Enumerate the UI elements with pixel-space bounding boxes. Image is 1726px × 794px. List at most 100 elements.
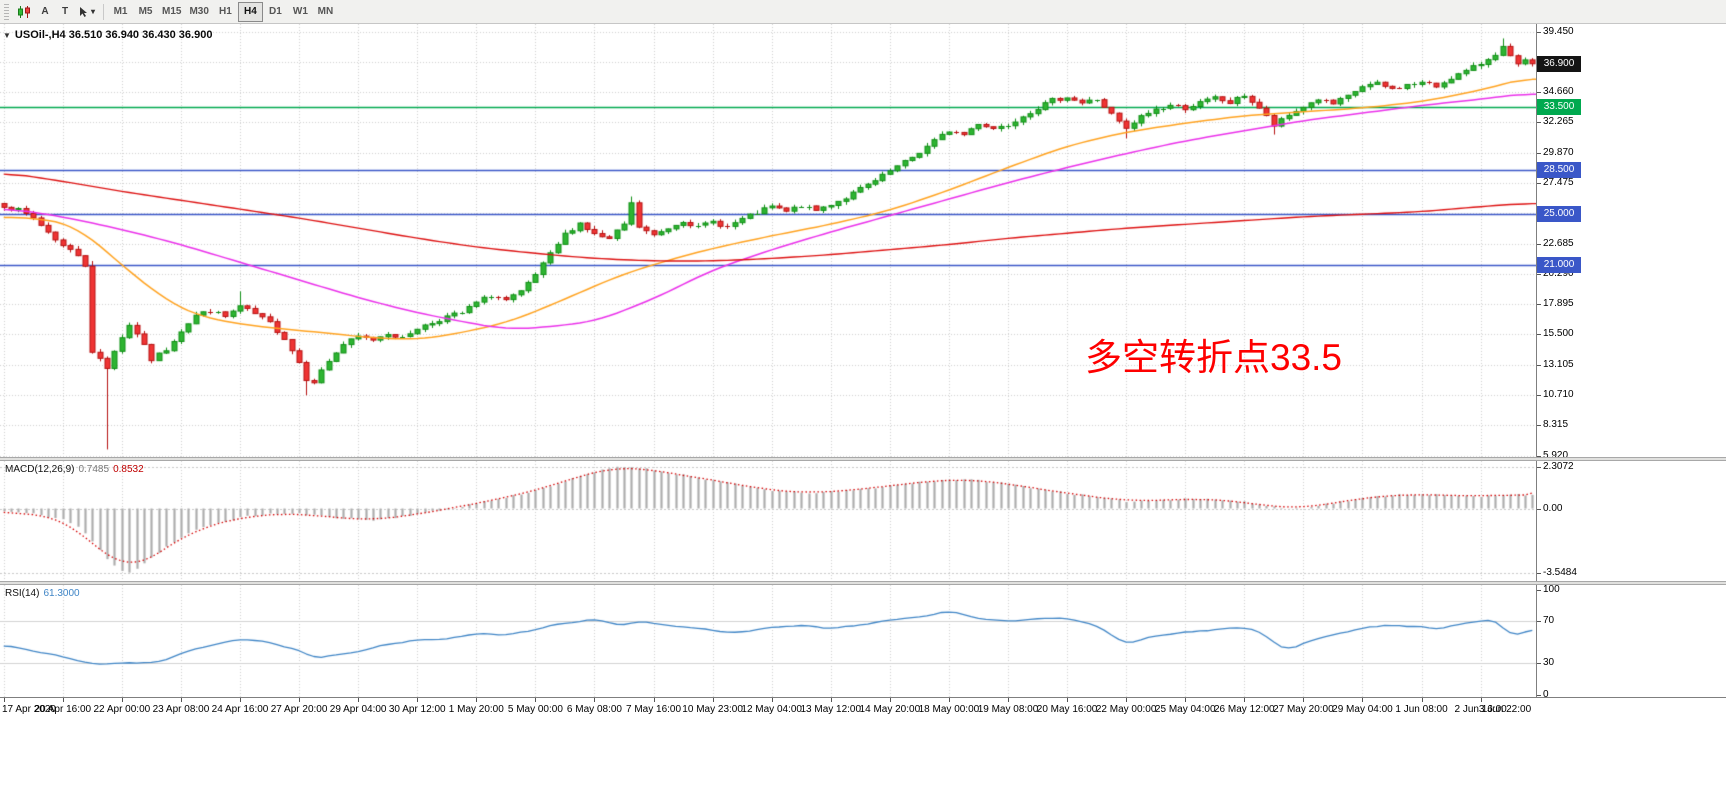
timeframe-group: M1 M5 M15 M30 H1 H4 D1 W1 MN [108,1,338,22]
time-axis-tick [240,698,241,702]
rsi-axis-tick [1537,621,1541,622]
time-axis-label: 29 Apr 04:00 [329,704,387,715]
panel-separator[interactable] [0,457,1726,461]
time-axis-label: 24 Apr 16:00 [211,704,269,715]
candlestick-chart-button[interactable] [13,2,35,22]
price-axis[interactable]: 39.45037.05534.66032.26529.87027.47525.0… [1536,24,1726,460]
price-axis-label: 29.870 [1543,146,1574,158]
time-axis-label: 27 May 20:00 [1273,704,1334,715]
annotation-text: 多空转折点33.5 [1085,337,1343,378]
time-axis-label: 7 May 16:00 [626,704,682,715]
time-axis-tick [417,698,418,702]
time-axis[interactable]: 17 Apr 2020 20 Apr 16:00 22 Apr 00:00 23 Ap… [0,697,1726,723]
time-axis-tick [949,698,950,702]
time-axis-tick [1185,698,1186,702]
macd-axis[interactable]: 2.3072 0.00 -3.5484 [1536,461,1726,581]
chevron-down-icon: ▾ [91,7,96,16]
price-axis-tick [1537,244,1541,245]
macd-label: MACD(12,26,9) 0.7485 0.8532 [5,464,148,475]
text-label-tool-button[interactable]: T [55,2,75,22]
time-axis-label: 20 Apr 16:00 [34,704,92,715]
candlestick-chart[interactable] [0,24,1536,457]
time-axis-tick [713,698,714,702]
time-axis-label: 10 May 23:00 [682,704,743,715]
time-axis-tick [654,698,655,702]
time-axis-label: 2 Jun 16:00 [1454,704,1507,715]
time-axis-label: 22 Apr 00:00 [93,704,151,715]
timeframe-button-m5[interactable]: M5 [133,2,158,22]
macd-main-value: 0.7485 [78,464,110,475]
macd-axis-label: -3.5484 [1543,567,1577,579]
price-axis-tick [1537,122,1541,123]
toolbar-grip[interactable] [4,3,9,20]
price-axis-label: 32.265 [1543,116,1574,128]
time-axis-label: 1 Jun 08:00 [1395,704,1448,715]
timeframe-button-h1[interactable]: H1 [213,2,238,22]
time-axis-label: 22 May 00:00 [1095,704,1157,715]
timeframe-button-mn[interactable]: MN [313,2,338,22]
rsi-name: RSI(14) [5,588,40,599]
macd-axis-tick [1537,509,1541,510]
cursor-icon [80,6,87,17]
time-axis-tick [1303,698,1304,702]
time-axis-tick [890,698,891,702]
price-level-badge-33.500: 33.500 [1537,98,1581,115]
rsi-axis[interactable]: 100 70 30 0 [1536,585,1726,700]
price-axis-tick [1537,395,1541,396]
time-axis-tick [1422,698,1423,702]
time-axis-tick [63,698,64,702]
time-axis-tick [1126,698,1127,702]
price-axis-label: 22.685 [1543,237,1574,249]
price-axis-label: 5.920 [1543,449,1569,461]
one-click-trading-toggle[interactable]: ▼ [3,30,11,40]
toolbar: A T ▾ M1 M5 M15 M30 H1 H4 D1 W1 MN [0,0,1726,24]
time-axis-tick [831,698,832,702]
macd-name: MACD(12,26,9) [5,464,75,475]
rsi-chart[interactable] [0,585,1536,697]
candlestick-icon [18,5,30,18]
time-axis-tick [594,698,595,702]
time-axis-label: 20 May 16:00 [1036,704,1098,715]
drawing-tools-dropdown[interactable]: ▾ [75,2,99,22]
macd-axis-tick [1537,573,1541,574]
time-axis-label: 1 May 20:00 [448,704,504,715]
time-axis-label: 23 Apr 08:00 [152,704,210,715]
time-axis-label: 14 May 20:00 [859,704,921,715]
price-axis-tick [1537,456,1541,457]
timeframe-button-w1[interactable]: W1 [288,2,313,22]
rsi-axis-label: 30 [1543,657,1555,669]
symbol-ohlc-text: USOil-,H4 36.510 36.940 36.430 36.900 [14,29,213,41]
time-axis-tick [299,698,300,702]
main-chart-panel: ▼ USOil-,H4 36.510 36.940 36.430 36.900 … [0,24,1726,460]
price-axis-label: 13.105 [1543,358,1574,370]
timeframe-button-h4[interactable]: H4 [237,1,263,22]
timeframe-button-m30[interactable]: M30 [185,2,212,22]
rsi-value: 61.3000 [43,588,80,599]
time-axis-tick [4,698,5,702]
text-tool-button[interactable]: A [35,2,55,22]
price-axis-label: 10.710 [1543,388,1574,400]
timeframe-button-m1[interactable]: M1 [108,2,133,22]
time-axis-tick [772,698,773,702]
time-axis-label: 3 Jun 22:00 [1478,704,1532,715]
timeframe-button-d1[interactable]: D1 [263,2,288,22]
rsi-axis-tick [1537,663,1541,664]
price-axis-tick [1537,365,1541,366]
price-axis-label: 8.315 [1543,419,1569,431]
time-axis-tick [358,698,359,702]
price-axis-tick [1537,274,1541,275]
macd-axis-label: 2.3072 [1543,460,1574,472]
price-axis-tick [1537,304,1541,305]
time-axis-label: 5 May 00:00 [507,704,563,715]
panel-separator[interactable] [0,581,1726,585]
price-axis-tick [1537,92,1541,93]
macd-chart[interactable] [0,461,1536,581]
time-axis-label: 12 May 04:00 [741,704,802,715]
rsi-label: RSI(14) 61.3000 [5,588,84,599]
time-axis-label: 27 Apr 20:00 [270,704,328,715]
time-axis-label: 17 Apr 2020 [2,704,56,715]
time-axis-tick [1362,698,1363,702]
macd-panel: MACD(12,26,9) 0.7485 0.8532 2.3072 0.00 -3.5… [0,461,1726,581]
timeframe-button-m15[interactable]: M15 [158,2,185,22]
price-axis-label: 17.895 [1543,298,1574,310]
